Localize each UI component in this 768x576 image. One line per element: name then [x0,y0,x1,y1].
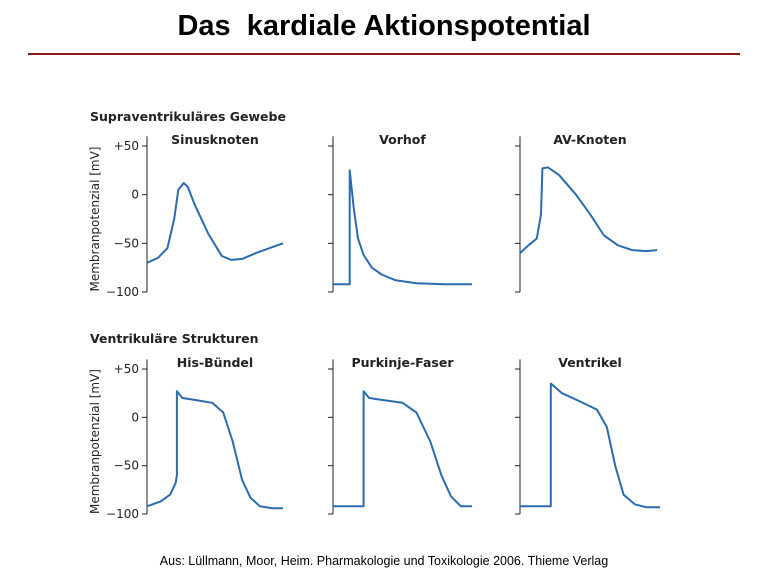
source-citation: Aus: Lüllmann, Moor, Heim. Pharmakologie… [159,554,609,568]
action-potential-curve [333,169,472,286]
y-axis-label: Membranpotenzial [mV] [88,147,102,292]
y-tick-label: +50 [114,139,139,153]
y-tick-label: −100 [106,285,139,299]
panel-title: Sinusknoten [171,132,259,147]
y-tick-label: −50 [114,236,139,250]
panel-title: Purkinje-Faser [352,355,455,370]
panel-title: AV-Knoten [553,132,626,147]
panel-title: Vorhof [379,132,426,147]
action-potential-curve [146,182,284,264]
section-title: Supraventrikuläres Gewebe [90,109,286,124]
slide-title: Das kardiale Aktionspotential [177,10,591,42]
action-potential-curve [146,390,283,510]
y-tick-label: 0 [131,188,139,202]
y-tick-label: −100 [106,507,139,521]
section-title: Ventrikuläre Strukturen [90,331,259,346]
action-potential-curve [333,390,472,508]
title-divider [28,53,740,55]
panel-title: Ventrikel [558,355,622,370]
action-potential-curve [519,166,658,254]
y-axis-label: Membranpotenzial [mV] [88,369,102,514]
panel-title: His-Bündel [177,355,253,370]
y-tick-label: +50 [114,362,139,376]
action-potential-curve [520,382,660,509]
y-tick-label: 0 [131,410,139,424]
y-tick-label: −50 [114,459,139,473]
